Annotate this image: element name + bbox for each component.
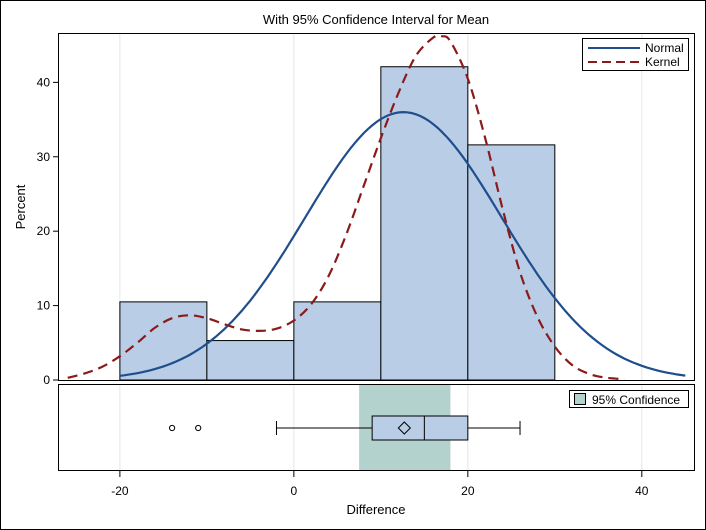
x-axis: -20 0 20 40 [111,471,649,498]
outlier-point-2 [195,424,202,432]
histogram-bar-5 [467,144,556,381]
y-axis-label: Percent [13,184,28,229]
legend-kernel-label: Kernel [645,55,680,69]
interquartile-box [371,415,469,441]
curve-legend-box [582,38,689,71]
histogram-bar-3 [293,301,382,381]
boxplot [168,415,521,441]
x-tick-label: -20 [111,484,129,498]
density-curves [67,34,686,381]
y-tick-label: 40 [37,75,51,89]
y-tick-label: 0 [43,373,50,387]
outlier-point-1 [168,424,176,432]
kernel-curve [67,34,625,381]
normal-curve [119,110,686,377]
histogram-bar-1 [119,301,208,381]
ci-legend-box [569,390,689,408]
legend-normal-label: Normal [645,41,684,55]
mean-marker [397,421,412,435]
y-tick-label: 20 [37,224,51,238]
x-tick-label: 40 [635,484,649,498]
histogram-bar-2 [206,340,295,381]
ci-legend-label: 95% Confidence [592,393,680,407]
y-tick-label: 10 [37,299,51,313]
y-axis: 0 10 20 30 40 [37,75,59,387]
y-tick-label: 30 [37,150,51,164]
ci-legend: 95% Confidence [569,390,689,408]
chart-title: With 95% Confidence Interval for Mean [263,12,489,27]
x-tick-label: 20 [461,484,475,498]
curve-legend: Normal Kernel [582,38,689,71]
ci-legend-swatch [574,393,586,405]
x-tick-label: 0 [291,484,298,498]
x-axis-label: Difference [346,502,405,517]
